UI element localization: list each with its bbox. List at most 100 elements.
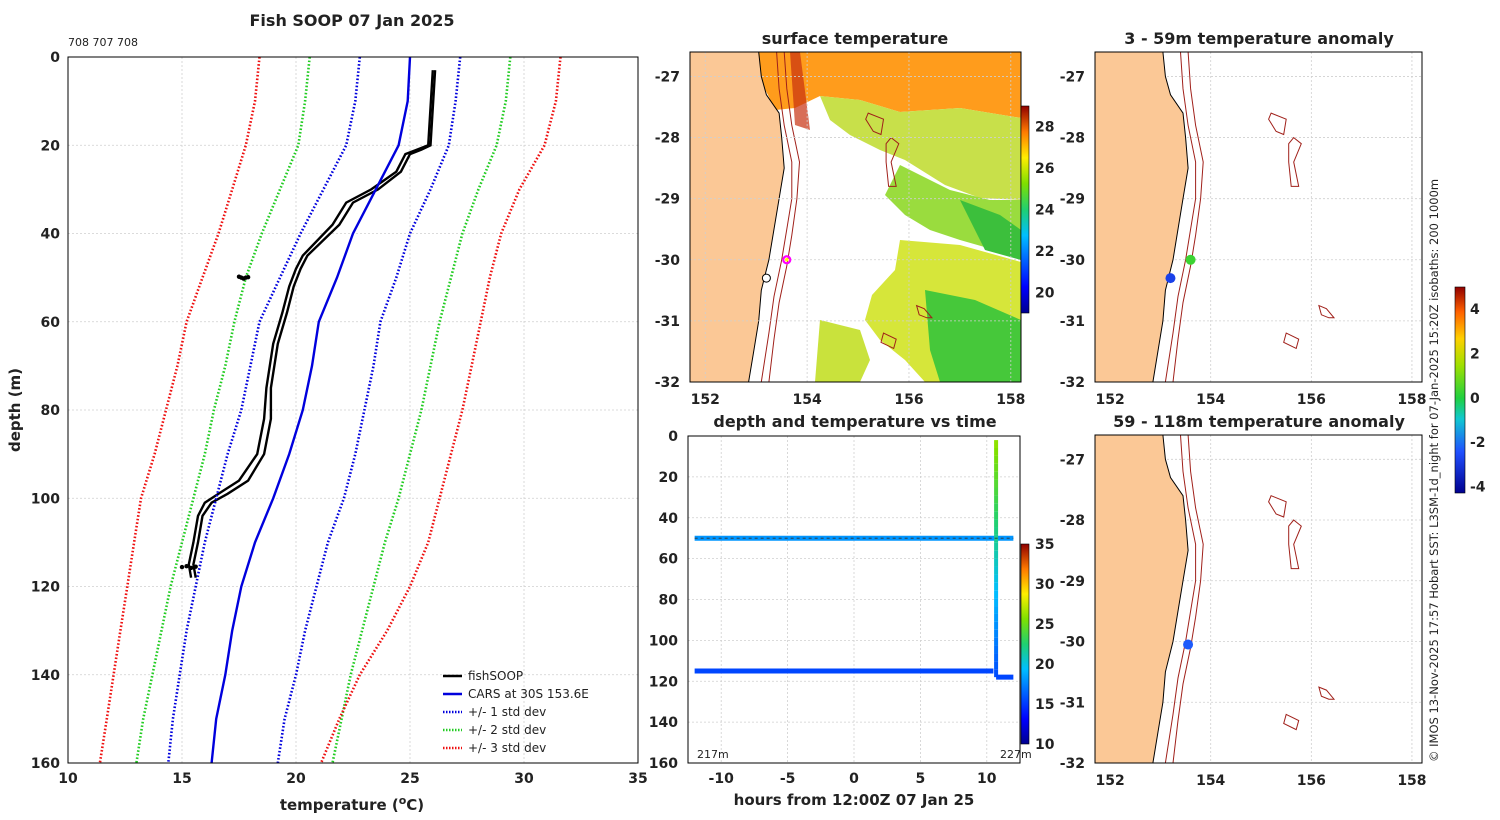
isobath-1000m [1172,435,1204,763]
y-tick-label: -32 [1060,375,1085,391]
y-tick-label: -30 [1060,635,1086,651]
sst-mild-patch [820,96,1021,200]
y-tick-label: -28 [1060,513,1085,529]
x-tick-label: 158 [996,392,1025,408]
fishsoop-marker [184,564,189,569]
y-tick-label: 120 [31,580,60,596]
x-tick-label: 15 [172,771,191,787]
temperature-depth-profile: Fish SOOP 07 Jan 2025 708 707 708 10 15 20… [6,11,648,814]
y-tick-label: 100 [31,491,60,507]
profile-title: Fish SOOP 07 Jan 2025 [250,11,455,30]
y-tick-label: -28 [655,131,680,147]
seamount-isobath [1268,495,1287,518]
y-tick-label: -27 [1060,452,1085,468]
anomaly-deep-x-ticks: 152 154 156 158 [1095,773,1426,789]
series-line--2-std-dev [135,57,311,763]
legend-label-4: +/- 3 std dev [468,741,546,755]
anomaly-point [1185,254,1196,265]
y-tick-label: -29 [1060,574,1085,590]
land-mass [1095,435,1189,763]
x-tick-label: 154 [793,392,822,408]
seamount-isobath [1318,686,1336,700]
legend-label-3: +/- 2 std dev [468,723,546,737]
fishsoop-marker [179,564,185,570]
anomaly-shallow-title: 3 - 59m temperature anomaly [1124,29,1394,48]
y-tick-label: 100 [649,633,678,649]
x-tick-label: 152 [1095,773,1124,789]
surface-temperature-map: surface temperature 152 154 156 158 -27-28-… [655,29,1055,408]
legend-label-2: +/- 1 std dev [468,705,546,719]
vessel-position-core [784,257,789,262]
anomaly-colorbar [1454,286,1466,494]
sst-land [690,52,785,382]
anomaly-point [1183,639,1194,650]
x-tick-label: 152 [691,392,720,408]
land-mass [1095,52,1189,382]
ts-annotation-start-depth: 217m [697,748,729,761]
fishsoop-marker [245,274,251,280]
y-tick-label: -29 [655,192,680,208]
y-tick-label: 160 [649,756,678,772]
legend-label-0: fishSOOP [468,669,523,683]
anomaly-shallow-isobaths [1164,52,1336,382]
sst-y-ticks: -27 -28 -29 -30 -31 -32 [655,69,681,391]
seamount-isobath [885,136,900,187]
seamount-isobath [1283,713,1300,731]
series-line--3-std-dev [319,57,562,763]
y-tick-label: 60 [659,552,679,568]
anomaly-deep-isobaths [1164,435,1336,763]
seamount-isobath [915,304,933,319]
colorbar-tick: 10 [1035,737,1055,753]
x-tick-label: 154 [1196,392,1225,408]
series-line-cars-at-30s-153-6e [210,57,412,763]
anomaly-deep-title: 59 - 118m temperature anomaly [1113,412,1405,431]
y-tick-label: 80 [41,403,61,419]
ts-grid [688,435,1020,764]
y-tick-label: -31 [655,314,680,330]
colorbar-tick: 24 [1035,203,1055,219]
seamount-isobath [1288,136,1302,187]
colorbar-tick: 0 [1470,391,1480,407]
sst-cool-patch [960,200,1021,260]
sst-x-ticks: 152 154 156 158 [691,392,1026,408]
side-note: © IMOS 13-Nov-2025 17:57 Hobart SST: L3S… [1427,179,1441,762]
anomaly-point [1165,273,1176,284]
series-line--1-std-dev [167,57,362,763]
y-tick-label: 40 [659,511,679,527]
x-tick-label: 35 [628,771,647,787]
anomaly-shallow-frame [1094,51,1423,383]
y-tick-label: 140 [649,715,678,731]
legend-label-1: CARS at 30S 153.6E [468,687,589,701]
isobath-1000m [1172,52,1204,382]
seamount-isobath [1288,519,1302,570]
sst-colorbar [1020,105,1030,314]
ts-frame [687,435,1021,764]
series-line--1-std-dev [276,57,462,763]
isobath-200m [760,52,793,382]
y-tick-label: 0 [668,429,678,445]
colorbar-tick: -2 [1470,435,1486,451]
seamount-isobath [1283,332,1300,350]
seamount-isobath [1268,112,1287,136]
x-tick-label: 10 [977,771,997,787]
anomaly-colorbar-ticks: -4 -2 0 2 4 [1470,302,1486,495]
anomaly-59-118m-map: 59 - 118m temperature anomaly 152 154 156 1… [1060,412,1427,789]
sst-field [755,52,1021,382]
sst-title: surface temperature [762,29,949,48]
y-tick-label: -28 [1060,131,1085,147]
sst-cool-patch [925,290,1021,382]
y-tick-label: -31 [1060,314,1085,330]
x-tick-label: 30 [514,771,534,787]
anomaly-shallow-x-ticks: 152 154 156 158 [1095,392,1426,408]
profile-x-ticks: 10 15 20 25 30 35 [58,771,647,787]
profile-legend: fishSOOP CARS at 30S 153.6E +/- 1 std de… [443,669,589,755]
anomaly-deep-land [1095,435,1189,763]
depth-temperature-time-series: depth and temperature vs time -10 -5 0 5 10 … [649,412,1055,809]
ts-colorbar-ticks: 10 15 20 25 30 35 [1035,537,1055,753]
fishsoop-marker [193,564,198,569]
y-tick-label: 20 [41,138,61,154]
series-line--2-std-dev [331,57,512,763]
sst-mild-patch [815,320,870,382]
colorbar-tick: 25 [1035,617,1054,633]
colorbar-tick: -4 [1470,479,1486,495]
